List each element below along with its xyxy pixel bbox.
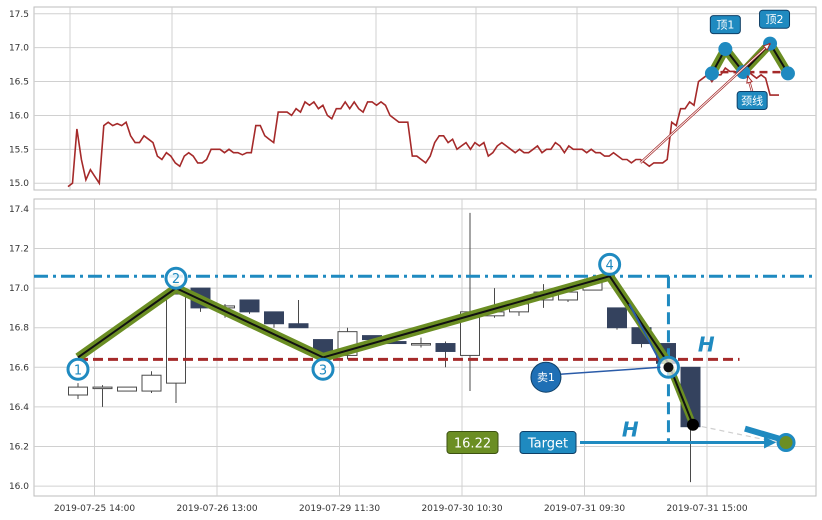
pattern-accent-line bbox=[628, 303, 662, 364]
breakdown-point bbox=[686, 418, 699, 431]
xtick-label: 2019-07-31 09:30 bbox=[544, 504, 625, 514]
top-annotation-label: 顶2 bbox=[766, 13, 784, 26]
candle-body bbox=[68, 386, 88, 396]
xtick-label: 2019-07-29 11:30 bbox=[299, 504, 380, 514]
candle-body bbox=[264, 311, 284, 325]
pattern-point-marker bbox=[164, 266, 188, 290]
pattern-point-marker bbox=[66, 357, 90, 381]
top-arrow-head bbox=[746, 74, 753, 84]
bottom-ytick-label: 17.2 bbox=[9, 245, 29, 255]
top-pattern-point bbox=[704, 66, 719, 81]
bottom-ytick-label: 16.8 bbox=[9, 324, 29, 334]
candle-body bbox=[411, 343, 431, 346]
height-label-bottom: H bbox=[622, 418, 639, 442]
target-pointer bbox=[744, 425, 783, 443]
candle-body bbox=[117, 386, 137, 392]
sell-pointer-line bbox=[559, 366, 661, 375]
sell-label-text: 卖1 bbox=[537, 371, 555, 384]
pattern-point-label: 4 bbox=[606, 258, 614, 273]
pattern-point-label: 3 bbox=[319, 363, 327, 378]
bottom-ytick-label: 16.2 bbox=[9, 443, 29, 453]
bottom-ytick-label: 16.4 bbox=[9, 403, 29, 413]
top-pattern-point bbox=[718, 42, 733, 57]
xtick-label: 2019-07-31 15:00 bbox=[666, 504, 747, 514]
top-arrow-head bbox=[762, 42, 772, 51]
pattern-point-label: 2 bbox=[172, 272, 180, 287]
target-arrow-head bbox=[764, 436, 777, 449]
candle-body bbox=[435, 343, 456, 352]
target-label-text: Target bbox=[527, 437, 568, 452]
top-annotation-box bbox=[709, 15, 741, 35]
target-price-label: 16.22 bbox=[454, 437, 491, 452]
top-annotation-label: 顶1 bbox=[716, 19, 734, 32]
pattern-point-label: 1 bbox=[74, 363, 82, 378]
top-pattern-point bbox=[780, 66, 795, 81]
bottom-ytick-label: 17.0 bbox=[9, 284, 29, 294]
target-price-box bbox=[446, 431, 499, 455]
xtick-label: 2019-07-26 13:00 bbox=[176, 504, 257, 514]
pattern-point-marker bbox=[311, 357, 335, 381]
candle-body bbox=[92, 386, 113, 390]
sell-point-dot bbox=[663, 362, 674, 373]
top-ytick-label: 16.5 bbox=[9, 78, 29, 88]
top-ytick-label: 15.5 bbox=[9, 145, 29, 155]
top-ytick-label: 15.0 bbox=[9, 179, 29, 189]
height-label-top: H bbox=[698, 332, 715, 356]
bottom-ytick-label: 16.6 bbox=[9, 363, 29, 373]
top-ytick-label: 16.0 bbox=[9, 111, 29, 121]
candle-body bbox=[607, 307, 627, 329]
top-pattern-point bbox=[736, 65, 751, 80]
target-point bbox=[776, 433, 796, 453]
top-annotation-box bbox=[736, 91, 768, 111]
candle-body bbox=[166, 293, 186, 384]
sell-label-bubble bbox=[530, 361, 562, 393]
top-arrow-core bbox=[640, 43, 771, 164]
bottom-ytick-label: 16.0 bbox=[9, 482, 29, 492]
target-label-box bbox=[519, 431, 577, 455]
top-ytick-label: 17.5 bbox=[9, 10, 29, 20]
top-annotation-label: 颈线 bbox=[741, 94, 763, 108]
pattern-point-marker bbox=[598, 252, 622, 276]
top-ytick-label: 17.0 bbox=[9, 44, 29, 54]
price-series-line bbox=[67, 66, 779, 188]
top-panel: 15.0 15.5 16.0 16.5 17.0 17.5 顶1 颈线 顶2 bbox=[9, 6, 817, 191]
candle-body bbox=[141, 374, 162, 392]
candle-body bbox=[239, 299, 260, 313]
top-annotation-box bbox=[759, 9, 791, 29]
xtick-label: 2019-07-25 14:00 bbox=[54, 504, 135, 514]
xtick-label: 2019-07-30 10:30 bbox=[421, 504, 502, 514]
bottom-ytick-label: 17.4 bbox=[9, 205, 29, 215]
top-plot-frame bbox=[33, 6, 817, 191]
bottom-panel: 2019-07-25 14:00 2019-07-26 13:00 2019-07-… bbox=[9, 198, 817, 514]
candle-body bbox=[288, 323, 309, 329]
